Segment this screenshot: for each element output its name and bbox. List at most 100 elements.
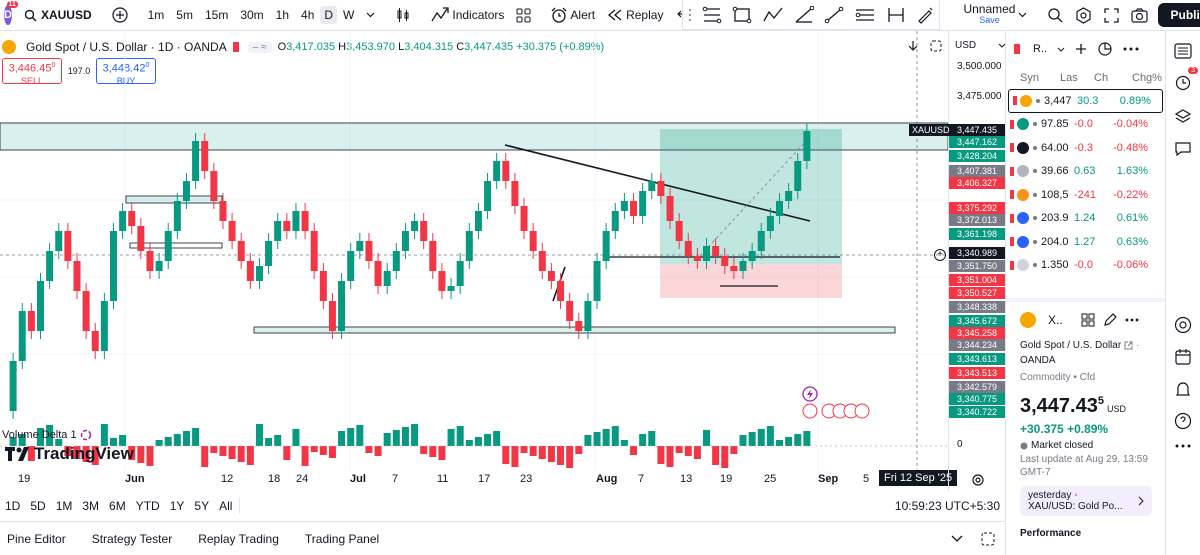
replay-button[interactable]: Replay [601,8,669,22]
mini-zone[interactable] [129,242,223,249]
layers-icon[interactable] [1174,108,1192,126]
watchlist-row[interactable]: 3,447 30.3 0.89% [1008,89,1163,113]
range-ytd[interactable]: YTD [135,499,160,513]
range-5y[interactable]: 5Y [194,499,210,513]
templates-button[interactable] [510,8,537,23]
more-icon[interactable] [1123,47,1139,51]
support-zone[interactable] [253,326,896,334]
range-5d[interactable]: 5D [30,499,46,513]
calendar-icon[interactable] [1174,348,1192,366]
more-icon[interactable] [1125,318,1139,322]
maximize-pane-icon[interactable] [930,40,942,52]
range-1y[interactable]: 1Y [169,499,185,513]
more-tools-icon[interactable] [916,6,934,24]
economic-events-icons[interactable] [802,403,870,419]
more-icon[interactable] [1175,444,1191,448]
chevron-down-icon[interactable] [951,535,963,543]
target-icon[interactable] [1174,316,1192,334]
watchlist-title[interactable]: R.. [1033,43,1048,55]
tab-pine-editor[interactable]: Pine Editor [7,531,66,546]
indicator-toggle[interactable]: – ≈ [247,41,272,53]
projection[interactable] [699,138,809,257]
flag-icon[interactable] [1010,237,1014,247]
path-icon[interactable] [762,6,784,24]
currency-selector[interactable]: USD [955,40,1006,51]
tab-strategy-tester[interactable]: Strategy Tester [91,531,173,546]
news-card[interactable]: yesterday ◦ XAU/USD: Gold Po... [1020,486,1152,516]
watchlist-row[interactable]: 203.9 1.24 0.61% [1006,207,1165,231]
trend-angle-icon[interactable] [794,5,814,24]
arrow-down-icon[interactable] [908,40,918,52]
watchlist-row[interactable]: 64.00 -0.3 -0.48% [1006,136,1165,160]
details-name[interactable]: Gold Spot / U.S. Dollar [1020,340,1122,351]
plus-icon[interactable] [1075,43,1087,55]
flag-icon[interactable] [232,42,239,52]
chart-settings-icon[interactable] [971,473,985,487]
interval-dropdown[interactable] [360,12,381,18]
range-all[interactable]: All [219,499,233,513]
tab-trading-panel[interactable]: Trading Panel [304,531,380,546]
chat-icon[interactable] [1174,140,1192,158]
watchlist-row[interactable]: 97.85 -0.0 -0.04% [1006,113,1165,137]
clock[interactable]: 10:59:23 UTC+5:30 [894,499,1000,513]
time-axis[interactable]: 19 Jun 12 18 24 Jul 7 11 17 23 Aug 7 13 19 25 Sep 5 [0,470,948,490]
interval-15m[interactable]: 15m [204,8,229,22]
edit-icon[interactable] [1103,313,1117,327]
settings-button[interactable] [1069,6,1098,24]
buy-button[interactable]: 3,448.420 BUY [96,58,156,86]
long-position-loss[interactable] [660,264,842,298]
flag-icon[interactable] [1010,166,1014,176]
interval-30m[interactable]: 30m [240,8,264,22]
interval-w[interactable]: W [343,8,355,22]
symbol-search[interactable]: XAUUSD [24,8,92,22]
interval-5m[interactable]: 5m [176,8,193,22]
watchlist-row[interactable]: 39.66 0.63 1.63% [1006,160,1165,184]
price-chart[interactable] [0,31,948,491]
horizontal-ray-icon[interactable] [854,6,876,24]
trend-line-icon[interactable] [824,6,844,24]
fib-retracement-icon[interactable] [702,6,722,24]
interval-4h[interactable]: 4h [301,8,315,22]
flag-icon[interactable] [1010,260,1014,270]
external-link-icon[interactable] [1124,341,1133,350]
volume-delta-label[interactable]: Volume Delta 1 [2,429,92,441]
details-short[interactable]: X.. [1048,313,1063,327]
price-axis[interactable]: USD 3,500.000 3,475.000 0 3,447.435 3,447… [948,31,1006,491]
interval-d[interactable]: D [320,6,338,24]
drag-handle-icon[interactable] [688,7,692,23]
range-3m[interactable]: 3M [82,499,100,513]
flag-icon[interactable] [1010,119,1014,129]
range-1d[interactable]: 1D [5,499,21,513]
pie-chart-icon[interactable] [1097,41,1113,57]
question-icon[interactable] [1174,412,1192,430]
date-range-icon[interactable] [239,498,250,514]
rectangle-icon[interactable] [732,6,752,24]
user-avatar[interactable]: D 11 [4,1,18,25]
quick-search-button[interactable] [1041,7,1069,23]
add-alert-plus[interactable]: + [934,249,946,261]
interval-1h[interactable]: 1h [275,8,290,22]
sell-button[interactable]: 3,446.450 SELL [2,58,62,86]
layout-name-button[interactable]: Unnamed Save [957,3,1033,26]
publish-button[interactable]: Publish [1158,3,1200,27]
tab-replay-trading[interactable]: Replay Trading [198,531,279,546]
watchlist-icon[interactable] [1174,43,1192,59]
flag-icon[interactable] [1010,190,1014,200]
watchlist-row[interactable]: 108,5 -241 -0.22% [1006,183,1165,207]
compare-button[interactable] [106,7,134,23]
symbol-title[interactable]: Gold Spot / U.S. Dollar · 1D · OANDA [26,40,227,54]
flag-icon[interactable] [1010,213,1014,223]
date-range-icon[interactable] [886,6,906,24]
indicators-button[interactable]: Indicators [425,7,510,23]
chart-type-button[interactable] [389,7,417,23]
watchlist-row[interactable]: 204.0 1.27 0.63% [1006,230,1165,254]
flag-icon[interactable] [1010,143,1014,153]
maximize-panel-icon[interactable] [981,532,995,546]
resistance-zone[interactable] [0,122,948,151]
watchlist-row[interactable]: 1.350 -0.0 -0.06% [1006,254,1165,278]
bell-icon[interactable] [1174,380,1192,398]
fullscreen-button[interactable] [1098,7,1125,23]
alert-button[interactable]: Alert [545,7,601,23]
interval-1m[interactable]: 1m [147,8,165,22]
alerts-icon-wrap[interactable]: 3 [1174,67,1198,94]
